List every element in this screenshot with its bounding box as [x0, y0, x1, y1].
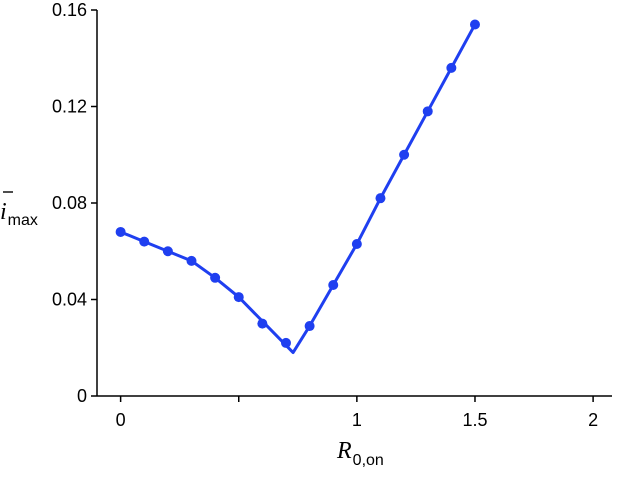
- y-tick-label: 0: [77, 386, 87, 406]
- x-axis-label-sub: 0,on: [353, 452, 384, 469]
- y-axis-label-main: i: [0, 199, 7, 225]
- y-tick-label: 0.16: [52, 0, 87, 20]
- data-point: [233, 292, 244, 303]
- data-point: [328, 280, 339, 291]
- x-tick-label: 1: [352, 410, 362, 430]
- data-point: [351, 239, 362, 250]
- data-point: [446, 62, 457, 73]
- x-tick-label: 2: [588, 410, 598, 430]
- y-tick-label: 0.08: [52, 193, 87, 213]
- series-polyline: [119, 22, 477, 355]
- series-line: [119, 22, 477, 355]
- data-point: [399, 149, 410, 160]
- data-point: [469, 19, 480, 30]
- data-point: [304, 321, 315, 332]
- plot-frame: [96, 10, 612, 397]
- x-tick-label: 1.5: [462, 410, 487, 430]
- x-tick-label: 0: [116, 410, 126, 430]
- data-point: [257, 318, 268, 329]
- data-point: [162, 246, 173, 257]
- y-ticks: 0 0.04 0.08 0.12 0.16: [52, 0, 97, 406]
- y-tick-label: 0.04: [52, 290, 87, 310]
- y-tick-label: 0.12: [52, 97, 87, 117]
- data-point: [115, 226, 126, 237]
- data-point: [375, 193, 386, 204]
- data-point: [280, 337, 291, 348]
- x-ticks: 0 1 1.5 2: [116, 396, 598, 430]
- y-axis-label: imax: [0, 199, 38, 229]
- data-point: [186, 255, 197, 266]
- data-point: [139, 236, 150, 247]
- data-point: [210, 272, 221, 283]
- y-axis-label-sub: max: [8, 212, 38, 229]
- series-points: [115, 19, 480, 348]
- x-axis-label: R0,on: [336, 438, 384, 469]
- x-axis-label-main: R: [336, 438, 352, 464]
- data-point: [422, 106, 433, 117]
